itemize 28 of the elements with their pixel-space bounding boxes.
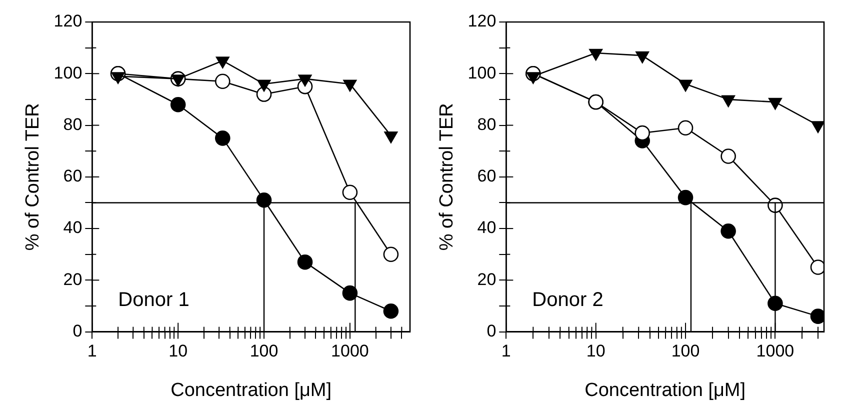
- x-tick-label: 10: [586, 342, 606, 361]
- x-tick-label: 10: [168, 342, 188, 361]
- x-tick-label: 1: [87, 342, 97, 361]
- y-tick-label: 80: [477, 114, 496, 134]
- y-tick-label: 40: [477, 218, 496, 238]
- x-axis-title: Concentration [μM]: [584, 380, 746, 401]
- x-axis-title: Concentration [μM]: [170, 380, 332, 401]
- annotation: Donor 2: [532, 288, 604, 311]
- y-tick-label: 40: [63, 218, 82, 238]
- y-tick-label: 120: [468, 12, 496, 31]
- y-tick-label: 120: [54, 12, 82, 31]
- y-axis-title: % of Control TER: [436, 103, 458, 251]
- y-axis-title: % of Control TER: [22, 103, 44, 251]
- y-tick-label: 60: [477, 166, 496, 186]
- y-tick-label: 20: [477, 270, 496, 289]
- y-tick-label: 20: [63, 270, 82, 289]
- y-tick-label: 0: [486, 321, 496, 340]
- y-tick-label: 100: [54, 63, 82, 82]
- y-tick-label: 0: [72, 321, 82, 340]
- x-tick-label: 100: [671, 342, 700, 361]
- y-tick-label: 60: [63, 166, 82, 186]
- x-tick-label: 1000: [756, 342, 794, 361]
- x-tick-label: 100: [250, 342, 278, 361]
- x-tick-label: 1000: [331, 342, 369, 361]
- y-tick-label: 80: [63, 114, 82, 134]
- x-tick-label: 1: [501, 342, 511, 361]
- y-tick-label: 100: [468, 63, 496, 82]
- annotation: Donor 1: [118, 288, 190, 311]
